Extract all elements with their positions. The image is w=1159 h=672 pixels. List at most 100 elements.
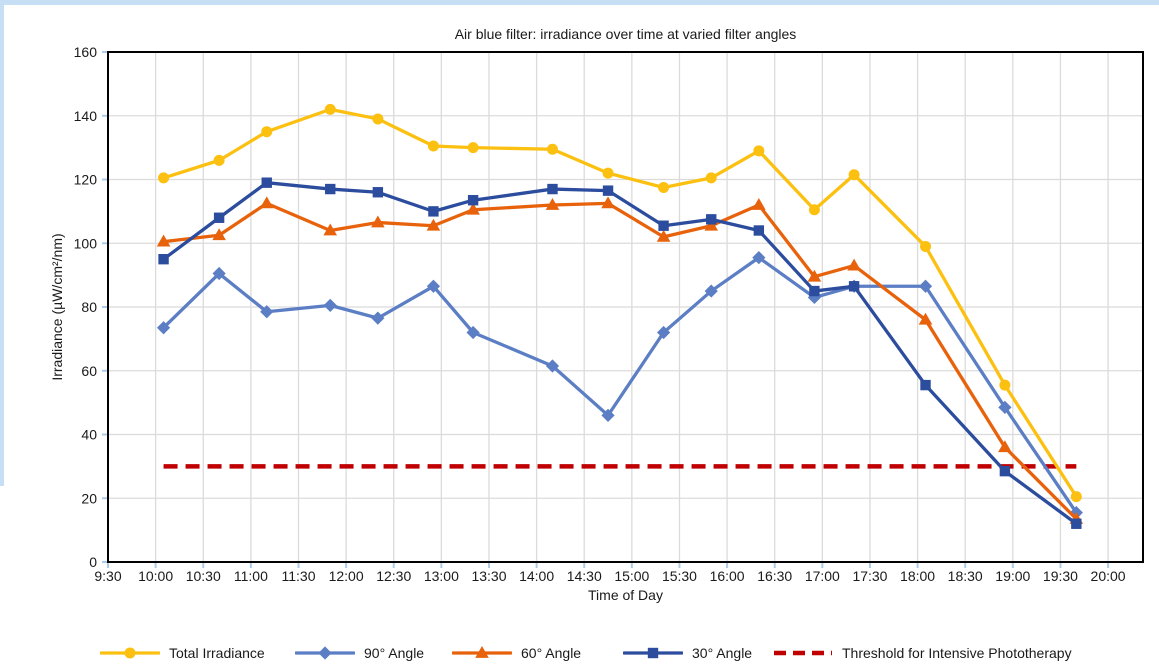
x-tick-label: 18:00 [900,568,935,584]
y-axis-title: Irradiance (µW/cm²/nm) [49,233,65,381]
data-point-circle [999,379,1011,391]
legend-item-30-angle: 30° Angle [623,644,752,662]
data-point-square [372,187,384,198]
y-tick-label: 40 [81,427,97,443]
data-point-diamond [318,646,332,660]
y-tick-label: 80 [81,299,97,315]
plot-border [107,51,1144,563]
data-point-circle [920,240,932,252]
angle-90-line-icon [295,646,355,660]
series-line [161,255,1078,515]
data-point-circle [124,647,136,659]
angle-30-line-icon [623,647,683,659]
window-edge-left [0,0,4,486]
data-point-circle [848,169,860,181]
y-tick-label: 100 [74,235,98,251]
data-point-square [467,195,479,206]
data-point-diamond [371,311,385,325]
x-tick-label: 12:00 [329,568,364,584]
data-point-square [325,183,336,195]
series-60-angle [156,196,1084,524]
data-point-diamond [260,305,274,319]
legend-item-threshold: Threshold for Intensive Phototherapy [773,644,1072,662]
legend-item-total-irradiance: Total Irradiance [100,644,265,662]
chart-title: Air blue filter: irradiance over time at… [454,26,797,42]
series-total-irradiance [158,103,1082,503]
x-tick-label: 20:00 [1091,568,1126,584]
data-point-circle [261,126,273,138]
y-tick-label: 140 [74,108,98,124]
data-point-triangle [704,218,719,231]
x-tick-label: 13:30 [471,568,506,584]
data-point-diamond [656,325,671,340]
data-point-circle [1070,491,1082,503]
data-point-diamond [545,359,560,373]
data-point-triangle [426,218,441,231]
x-tick-label: 17:30 [852,568,887,584]
data-point-diamond [704,284,718,298]
x-tick-label: 12:30 [376,568,411,584]
legend-label: Threshold for Intensive Phototherapy [842,645,1072,661]
legend-label: 90° Angle [364,645,425,661]
x-tick-label: 14:00 [519,568,554,584]
series-line [161,201,1078,521]
legend-item-60-angle: 60° Angle [452,644,581,662]
data-point-triangle [918,312,933,325]
data-point-triangle [259,196,274,209]
data-point-diamond [918,279,933,293]
data-point-triangle [752,198,766,210]
data-point-square [1071,518,1082,529]
data-point-circle [467,142,479,154]
x-tick-label: 10:30 [186,568,221,584]
data-point-square [547,183,558,195]
series-line [161,107,1078,499]
data-point-square [848,281,860,292]
data-point-triangle [545,198,560,210]
x-tick-label: 15:30 [662,568,697,584]
data-point-circle [753,145,765,157]
data-point-diamond [212,266,226,281]
data-point-circle [808,204,820,216]
data-point-triangle [847,258,861,271]
data-point-diamond [601,408,615,422]
x-tick-label: 11:30 [281,568,315,584]
data-point-circle [213,154,225,166]
x-tick-label: 15:00 [614,568,649,584]
data-point-triangle [323,223,338,236]
data-point-circle [658,181,670,193]
data-point-triangle [807,269,822,282]
data-point-diamond [752,250,766,265]
x-tick-label: 19:00 [995,568,1030,584]
series-30-angle [158,177,1082,529]
data-point-circle [158,172,170,184]
y-tick-label: 60 [81,363,97,379]
series-line [161,181,1078,526]
data-point-triangle [656,229,671,242]
x-tick-label: 18:30 [948,568,983,584]
x-tick-label: 14:30 [567,568,602,584]
data-point-diamond [466,325,480,340]
y-tick-label: 120 [74,172,98,188]
data-point-circle [602,167,614,179]
data-point-diamond [426,279,441,293]
total-irradiance-line-icon [100,647,160,659]
threshold-dashed-line-icon [774,650,832,656]
x-tick-label: 17:00 [805,568,840,584]
angle-60-line-icon [452,646,512,658]
series-90-angle [156,250,1083,520]
data-point-circle [372,113,384,125]
x-tick-label: 16:30 [757,568,792,584]
legend-label: Total Irradiance [169,645,265,661]
x-tick-label: 10:00 [138,568,173,584]
x-tick-label: 9:30 [94,568,121,584]
data-point-square [706,214,717,225]
data-point-circle [546,143,558,155]
data-point-square [647,647,659,659]
data-point-triangle [475,646,489,658]
data-point-square [920,379,931,391]
data-point-triangle [371,215,385,228]
x-tick-label: 16:00 [710,568,745,584]
data-point-square [428,206,439,217]
data-point-square [999,465,1011,477]
x-tick-label: 19:30 [1043,568,1078,584]
